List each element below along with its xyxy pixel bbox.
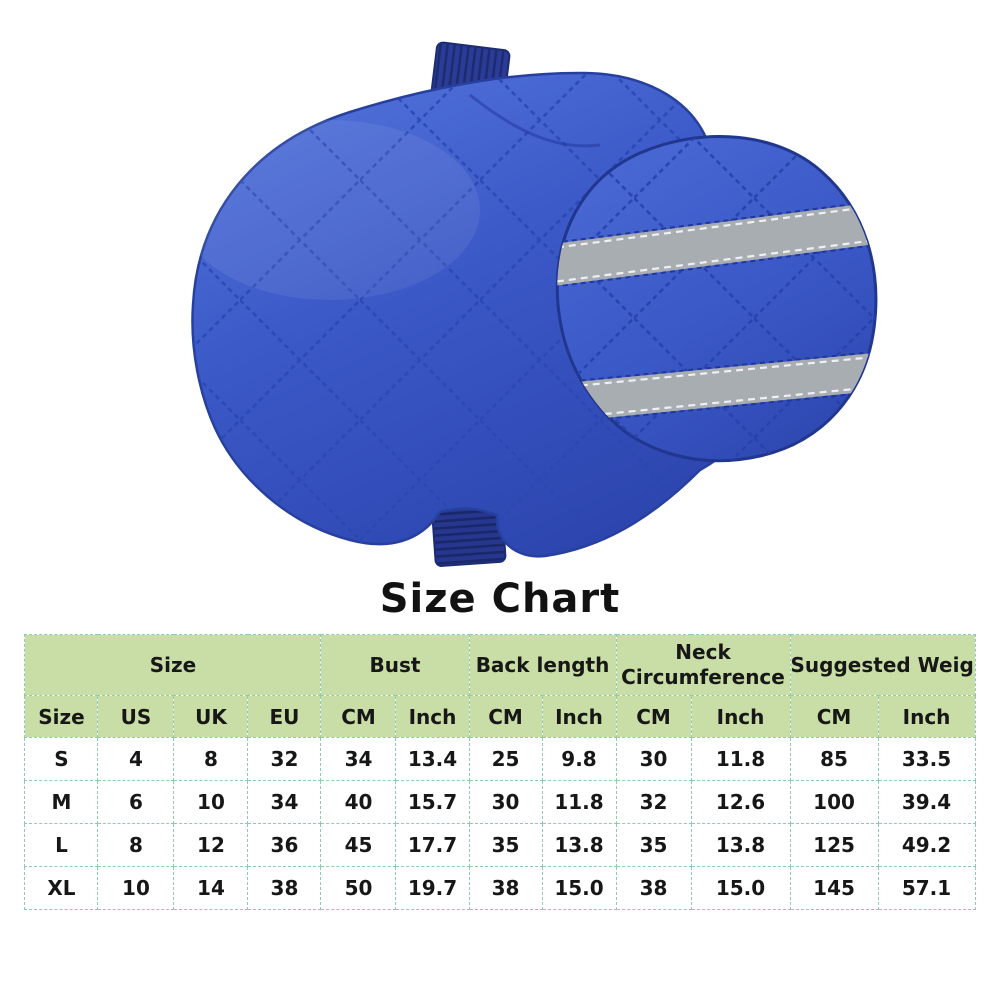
reflective-stripe-top [557, 199, 876, 289]
cell: 13.4 [395, 737, 470, 781]
table-row-l: L 8 12 36 45 17.7 35 13.8 35 13.8 125 49… [24, 823, 976, 867]
sub-header-neck-cm: CM [615, 695, 692, 738]
group-header-back-length: Back length [468, 634, 617, 696]
cell: 32 [247, 737, 322, 781]
cell: 49.2 [877, 823, 976, 867]
group-header-size: Size [24, 634, 322, 696]
sub-header-row: Size US UK EU CM Inch CM Inch CM Inch CM… [24, 695, 976, 738]
cell: L [24, 823, 99, 867]
table-row-s: S 4 8 32 34 13.4 25 9.8 30 11.8 85 33.5 [24, 737, 976, 781]
sub-header-bust-inch: Inch [395, 695, 470, 738]
cell: 17.7 [395, 823, 470, 867]
sub-header-uk: UK [173, 695, 249, 738]
cell: 33.5 [877, 737, 976, 781]
cell: 35 [468, 823, 543, 867]
cell: 15.7 [395, 780, 470, 824]
sub-header-back-cm: CM [468, 695, 543, 738]
cell: 11.8 [690, 737, 791, 781]
sub-header-neck-inch: Inch [690, 695, 791, 738]
cell: 38 [615, 866, 692, 910]
group-header-bust: Bust [320, 634, 470, 696]
cell: XL [24, 866, 99, 910]
cell: 14 [173, 866, 249, 910]
cell: 34 [320, 737, 397, 781]
cell: 25 [468, 737, 543, 781]
size-chart-title: Size Chart [379, 576, 621, 622]
cell: 125 [789, 823, 879, 867]
cell: 15.0 [690, 866, 791, 910]
group-header-row: Size Bust Back length Neck Circumference… [24, 634, 976, 696]
group-header-neck-circumference: Neck Circumference [615, 634, 791, 696]
cell: 100 [789, 780, 879, 824]
cell: 12.6 [690, 780, 791, 824]
sub-header-us: US [97, 695, 175, 738]
cell: 8 [97, 823, 175, 867]
cell: 34 [247, 780, 322, 824]
cell: 13.8 [690, 823, 791, 867]
cell: 38 [468, 866, 543, 910]
sub-header-weight-cm: CM [789, 695, 879, 738]
cell: 13.8 [541, 823, 617, 867]
cell: 35 [615, 823, 692, 867]
sub-header-back-inch: Inch [541, 695, 617, 738]
sub-header-eu: EU [247, 695, 322, 738]
cell: 32 [615, 780, 692, 824]
cell: 15.0 [541, 866, 617, 910]
cell: 85 [789, 737, 879, 781]
cell: 36 [247, 823, 322, 867]
cell: 145 [789, 866, 879, 910]
cell: S [24, 737, 99, 781]
cell: 12 [173, 823, 249, 867]
jacket-side-flap [555, 135, 878, 463]
group-header-suggested-weight: Suggested Weight [789, 634, 976, 696]
sub-header-weight-inch: Inch [877, 695, 976, 738]
cell: 6 [97, 780, 175, 824]
cell: 39.4 [877, 780, 976, 824]
sub-header-size: Size [24, 695, 99, 738]
cell: M [24, 780, 99, 824]
cell: 45 [320, 823, 397, 867]
cell: 4 [97, 737, 175, 781]
product-photo [191, 41, 878, 567]
cell: 40 [320, 780, 397, 824]
cell: 50 [320, 866, 397, 910]
size-chart-table: Size Bust Back length Neck Circumference… [24, 634, 976, 910]
cell: 8 [173, 737, 249, 781]
cell: 57.1 [877, 866, 976, 910]
table-row-m: M 6 10 34 40 15.7 30 11.8 32 12.6 100 39… [24, 780, 976, 824]
sub-header-bust-cm: CM [320, 695, 397, 738]
cell: 38 [247, 866, 322, 910]
cell: 19.7 [395, 866, 470, 910]
cell: 9.8 [541, 737, 617, 781]
cell: 30 [615, 737, 692, 781]
cell: 11.8 [541, 780, 617, 824]
table-row-xl: XL 10 14 38 50 19.7 38 15.0 38 15.0 145 … [24, 866, 976, 910]
cell: 10 [173, 780, 249, 824]
cell: 10 [97, 866, 175, 910]
cell: 30 [468, 780, 543, 824]
